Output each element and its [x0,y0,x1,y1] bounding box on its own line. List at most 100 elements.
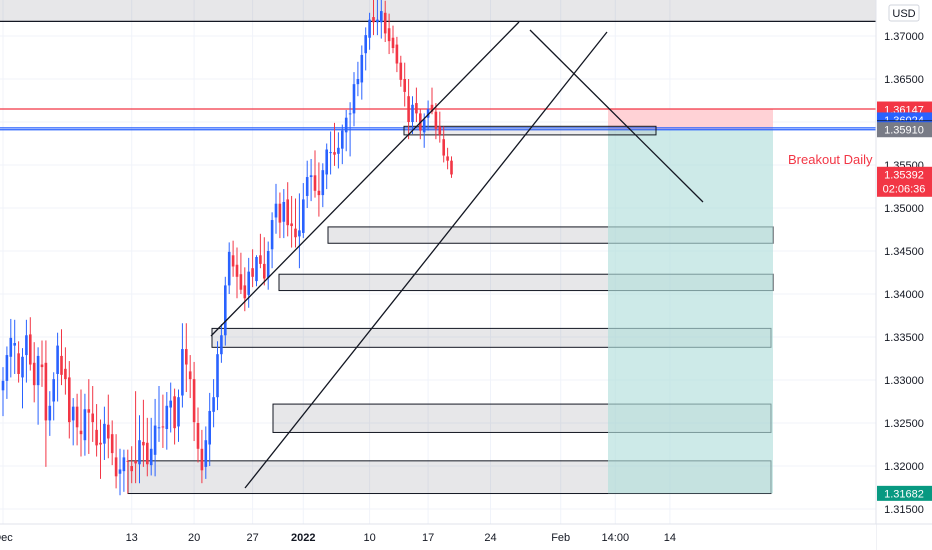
candle-body [216,354,219,398]
candle-body [411,104,414,122]
time-tick-label: 20 [188,532,200,544]
candle-body [165,405,169,430]
candle-body [32,362,36,386]
candle-body [348,113,352,115]
candle-body [68,377,71,423]
candle-body [169,400,172,408]
candle-body [278,203,282,223]
candle-body [173,396,176,429]
candle-body [134,460,137,464]
time-tick-label: 17 [422,532,434,544]
candle-body [341,130,344,149]
time-tick-label: 27 [246,532,258,544]
time-axis-ticks: Dec 13 20 27 2022 10 17 24 Feb 14:00 14 [0,532,676,544]
candle-body [302,199,305,233]
candle-body [29,334,32,365]
price-badge-text: 1.31682 [884,488,924,500]
candle-body [71,406,75,421]
candle-body [212,397,215,412]
candle-body [52,379,55,402]
candle-body [438,126,442,135]
candle-body [376,19,379,23]
candle-body [157,427,161,429]
candle-body [13,343,16,346]
time-axis-panel[interactable] [0,524,876,550]
candle-body [146,442,149,465]
candle-body [1,380,5,391]
candle-body [294,228,297,238]
candle-body [317,190,321,196]
candle-body [5,355,9,381]
candle-body [48,405,52,421]
candle-body [387,28,391,42]
candle-body [107,424,110,439]
candle-body [380,11,383,23]
candle-body [383,12,387,34]
candle-body [251,268,254,277]
price-labels: 1.361511.361471.360241.359321.359231.359… [877,101,932,501]
candle-body [403,79,406,92]
candle-body [231,255,235,267]
price-tick-label: 1.31500 [884,504,924,516]
candle-body [266,251,270,278]
price-tick-label: 1.32000 [884,461,924,473]
candle-body [344,117,348,133]
candle-body [333,152,336,155]
price-badge-text: 1.35392 [884,169,924,181]
candle-body [255,257,258,282]
candle-body [430,104,434,112]
candle-body [87,409,91,413]
candle-body [130,466,133,472]
candle-body [185,349,188,365]
candle-body [364,35,367,54]
candle-body [204,440,208,467]
candle-body [44,362,48,421]
time-tick-label: 14:00 [602,532,630,544]
price-tick-label: 1.33000 [884,375,924,387]
price-tick-label: 1.36500 [884,74,924,86]
trendline [210,21,520,337]
candle-body [138,440,141,465]
price-axis-panel[interactable] [876,0,932,550]
candle-body [442,139,445,156]
candle-body [446,156,449,161]
candle-body [313,175,317,191]
support-zone [0,0,876,22]
time-tick-label: 14 [664,532,676,544]
candle-body [21,356,24,378]
candle-body [450,160,453,175]
trendline [529,29,704,203]
candle-body [99,442,102,445]
candle-body [142,441,145,446]
candle-body [434,111,438,129]
price-badge [877,122,932,138]
candle-body [17,353,20,374]
candle-body [208,410,211,445]
trendlines [210,21,704,489]
price-tick-label: 1.34000 [884,289,924,301]
candle-body [118,469,122,474]
candle-body [274,203,278,218]
trendline [244,31,608,489]
candle-body [360,54,364,83]
candle-body [407,96,410,122]
price-badge-text: 1.35910 [884,125,924,137]
candle-body [40,364,44,368]
candle-body [103,423,106,444]
time-tick-label: 13 [126,532,138,544]
candle-body [126,460,130,462]
candle-body [64,368,67,380]
candle-body [196,423,200,449]
candle-body [153,425,157,455]
candle-body [337,147,340,154]
candle-body [161,426,165,428]
candle-body [60,355,63,375]
candle-body [309,175,313,178]
candle-body [247,271,250,295]
candle-body [220,335,223,355]
price-badge [877,166,932,197]
candle-body [329,152,332,154]
candle-body [399,62,403,80]
position-tool[interactable] [608,109,773,494]
